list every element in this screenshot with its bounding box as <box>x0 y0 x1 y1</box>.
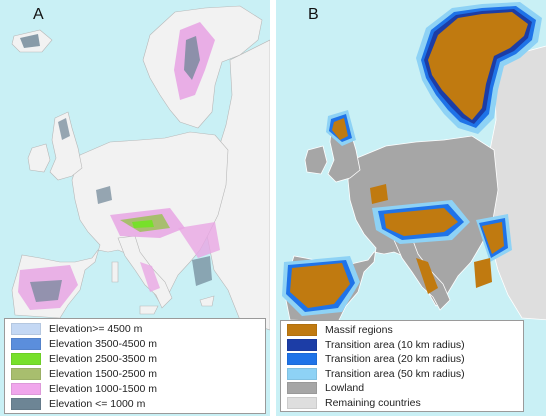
legend-item: Lowland <box>287 381 517 396</box>
legend-label: Massif regions <box>325 324 393 337</box>
legend-swatch <box>287 396 317 409</box>
legend-swatch <box>11 322 41 335</box>
legend-swatch <box>287 338 317 351</box>
panel-letter-b: B <box>308 6 319 23</box>
legend-item: Elevation>= 4500 m <box>11 321 259 336</box>
legend-label: Transition area (10 km radius) <box>325 338 465 351</box>
massif-regions <box>290 12 528 308</box>
legend-swatch <box>11 382 41 395</box>
legend-label: Elevation <= 1000 m <box>49 397 146 410</box>
legend-item: Elevation 3500-4500 m <box>11 336 259 351</box>
legend-label: Elevation 3500-4500 m <box>49 337 157 350</box>
legend-item: Elevation 2500-3500 m <box>11 351 259 366</box>
legend-label: Lowland <box>325 382 365 395</box>
legend-item: Transition area (50 km radius) <box>287 367 517 382</box>
legend-swatch <box>287 367 317 380</box>
legend-label: Elevation 1000-1500 m <box>49 382 157 395</box>
massif-legend: Massif regions Transition area (10 km ra… <box>280 320 524 412</box>
elevation-legend: Elevation>= 4500 m Elevation 3500-4500 m… <box>4 318 266 414</box>
legend-label: Elevation 1500-2500 m <box>49 367 157 380</box>
legend-item: Transition area (10 km radius) <box>287 338 517 353</box>
landmass-ireland <box>27 143 51 173</box>
legend-swatch <box>11 352 41 365</box>
landmass-islands <box>111 261 215 315</box>
legend-swatch <box>11 337 41 350</box>
legend-label: Elevation 2500-3500 m <box>49 352 157 365</box>
panel-letter-a: A <box>33 6 44 23</box>
legend-item: Transition area (20 km radius) <box>287 352 517 367</box>
legend-item: Elevation 1000-1500 m <box>11 381 259 396</box>
legend-label: Transition area (20 km radius) <box>325 353 465 366</box>
legend-swatch <box>287 353 317 366</box>
legend-swatch <box>287 382 317 395</box>
legend-swatch <box>287 324 317 337</box>
map-panel-b: B Massif regions Transition area (10 km … <box>276 0 546 416</box>
legend-swatch <box>11 397 41 410</box>
legend-item: Elevation 1500-2500 m <box>11 366 259 381</box>
legend-item: Remaining countries <box>287 396 517 411</box>
legend-item: Massif regions <box>287 323 517 338</box>
legend-label: Remaining countries <box>325 396 421 409</box>
landmass-britain <box>49 111 83 181</box>
legend-label: Elevation>= 4500 m <box>49 322 143 335</box>
map-panel-a: A Elevation>= 4500 m Elevation 3500-4500… <box>0 0 270 416</box>
legend-item: Elevation <= 1000 m <box>11 396 259 411</box>
elevation-patches <box>18 22 220 310</box>
legend-swatch <box>11 367 41 380</box>
legend-label: Transition area (50 km radius) <box>325 367 465 380</box>
